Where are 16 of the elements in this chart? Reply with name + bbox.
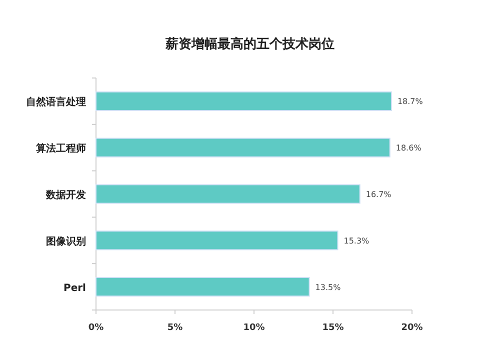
x-tick-label: 5% [167,323,183,333]
x-tick-label: 20% [401,323,423,333]
title: 薪资增幅最高的五个技术岗位 [166,37,334,52]
data-label: 18.7% [397,97,424,106]
data-label: 13.5% [315,282,342,292]
data-label: 15.3% [344,236,370,246]
x-tick-label: 0% [88,323,104,333]
y-tick-label: 数据开发 [45,189,86,201]
y-tick-label: 算法工程师 [35,142,86,155]
y-tick-label: 图像识别 [46,235,86,248]
x-tick-label: 15% [322,323,344,333]
data-label: 16.7% [366,190,392,199]
x-tick-label: 10% [243,323,265,333]
y-tick-label: 自然语言处理 [26,96,86,108]
data-label: 18.6% [396,144,422,153]
y-tick-label: Perl [64,282,86,294]
